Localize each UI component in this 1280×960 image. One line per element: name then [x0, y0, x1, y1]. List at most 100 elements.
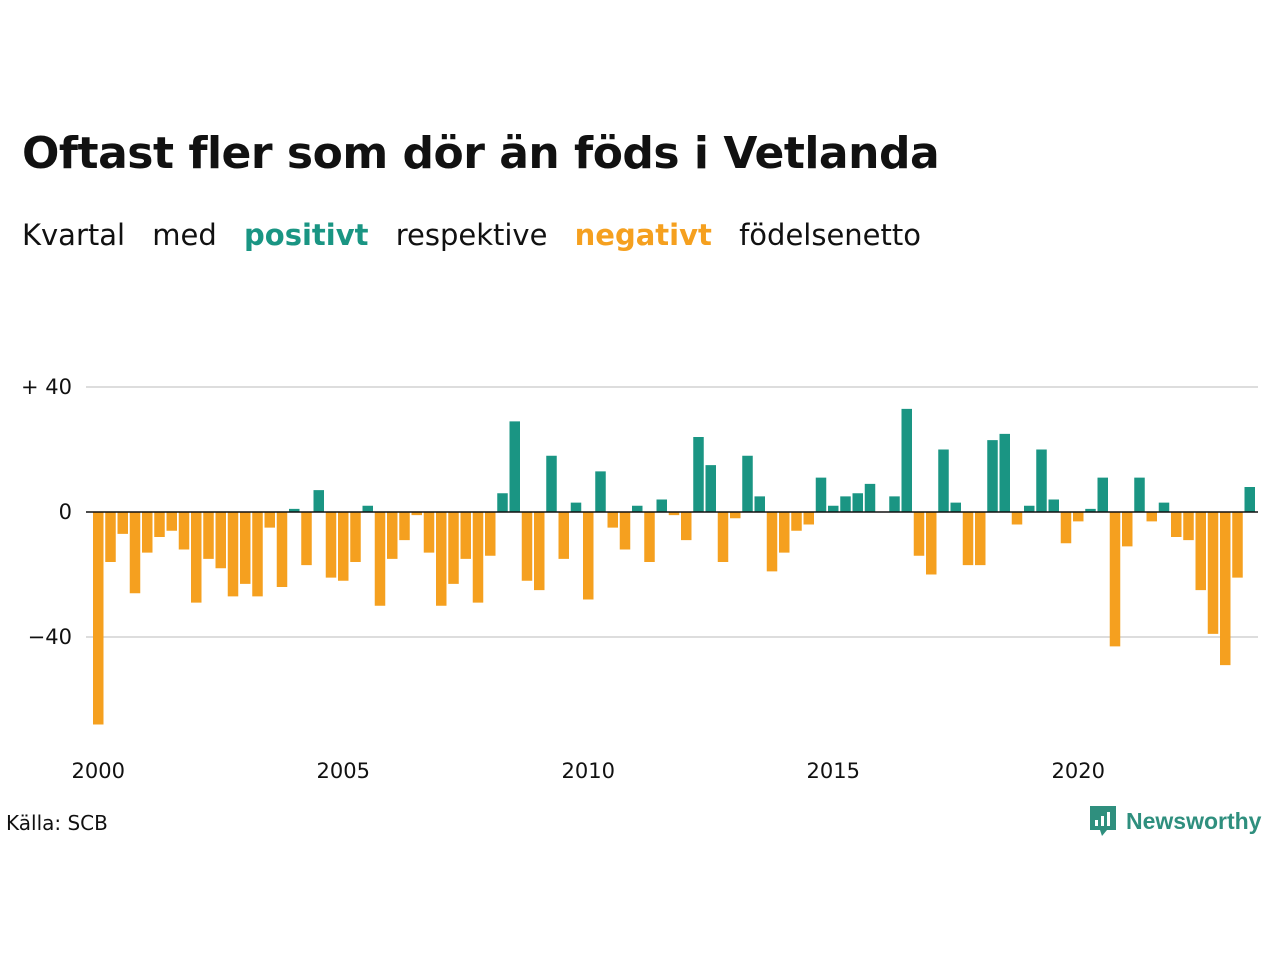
bar [1134, 477, 1145, 512]
bar [1060, 512, 1072, 544]
bar [252, 512, 263, 597]
bar [987, 440, 998, 512]
axis-labels: + 40 0 −40 2000 2005 2010 2015 2020 [21, 375, 1105, 783]
bar [1011, 512, 1023, 525]
subtitle-part-1: Kvartal [22, 218, 126, 252]
source-note: Källa: SCB [6, 811, 108, 835]
bar [411, 512, 422, 516]
bar [889, 496, 900, 512]
bar [913, 512, 925, 556]
bar [142, 512, 153, 553]
bar [901, 408, 912, 512]
bar [864, 483, 876, 512]
chart-bubble-icon [1090, 806, 1116, 836]
bar [289, 508, 300, 512]
bar [1085, 508, 1096, 512]
bar [227, 512, 239, 597]
bar [705, 465, 716, 512]
bar [325, 512, 337, 578]
bar [1220, 512, 1231, 666]
bar [362, 505, 373, 512]
bar [1036, 449, 1047, 512]
bar [999, 433, 1010, 512]
x-tick-label: 2005 [317, 759, 370, 783]
bar [509, 421, 520, 512]
bar [399, 512, 410, 541]
bar [105, 512, 116, 562]
bar [717, 512, 729, 562]
bar [1158, 502, 1170, 512]
bar [975, 512, 986, 566]
bar [350, 512, 361, 562]
bar [1171, 512, 1182, 537]
bar [472, 512, 484, 603]
subtitle-part-2: med [152, 218, 217, 252]
bar [962, 512, 974, 566]
chart-title: Oftast fler som dör än föds i Vetlanda [22, 128, 940, 179]
bar [374, 512, 386, 606]
newsworthy-logo: Newsworthy [1088, 804, 1261, 838]
x-tick-label: 2000 [72, 759, 125, 783]
bar [117, 512, 128, 534]
bar [546, 455, 557, 512]
bar [313, 490, 324, 512]
subtitle-negative-word: negativt [574, 218, 712, 252]
bar [264, 512, 275, 528]
chart-subtitle: Kvartal med positivt respektive negativt… [22, 218, 939, 252]
bar [215, 512, 226, 569]
y-tick-label: + 40 [21, 375, 72, 399]
bar [1048, 499, 1059, 512]
bar [619, 512, 631, 550]
x-tick-label: 2020 [1052, 759, 1105, 783]
bar [203, 512, 214, 559]
bar [730, 512, 741, 519]
bar [338, 512, 349, 581]
bar [803, 512, 814, 525]
bar [950, 502, 961, 512]
subtitle-positive-word: positivt [244, 218, 369, 252]
bar [742, 455, 753, 512]
bar [1195, 512, 1206, 591]
bar [1207, 512, 1219, 634]
bar [129, 512, 141, 594]
bar [1232, 512, 1243, 578]
bar [632, 505, 643, 512]
bars [93, 408, 1255, 725]
bar [926, 512, 937, 575]
bar [240, 512, 251, 584]
bar [387, 512, 398, 559]
bar [178, 512, 190, 550]
bar [681, 512, 692, 541]
bar [644, 512, 655, 562]
bar [1024, 505, 1035, 512]
bar [423, 512, 435, 553]
bar [558, 512, 569, 559]
y-tick-label: 0 [59, 500, 72, 524]
bar [815, 477, 827, 512]
bar [1109, 512, 1121, 647]
bar [595, 471, 606, 512]
bar [779, 512, 790, 553]
subtitle-part-4: födelsenetto [739, 218, 921, 252]
bar [1244, 487, 1255, 512]
bar [93, 512, 104, 725]
bar [791, 512, 802, 531]
bar [840, 496, 851, 512]
bar [448, 512, 459, 584]
y-tick-label: −40 [28, 625, 72, 649]
bar [570, 502, 582, 512]
bar [497, 493, 508, 512]
bar [754, 496, 765, 512]
x-tick-label: 2010 [562, 759, 615, 783]
bar [1097, 477, 1108, 512]
bar [766, 512, 778, 572]
bar [154, 512, 165, 537]
bar [301, 512, 312, 566]
bar [1122, 512, 1133, 547]
bar [1146, 512, 1157, 522]
subtitle-part-3: respektive [395, 218, 548, 252]
bar [852, 493, 863, 512]
bar [166, 512, 177, 531]
bar [1073, 512, 1084, 522]
